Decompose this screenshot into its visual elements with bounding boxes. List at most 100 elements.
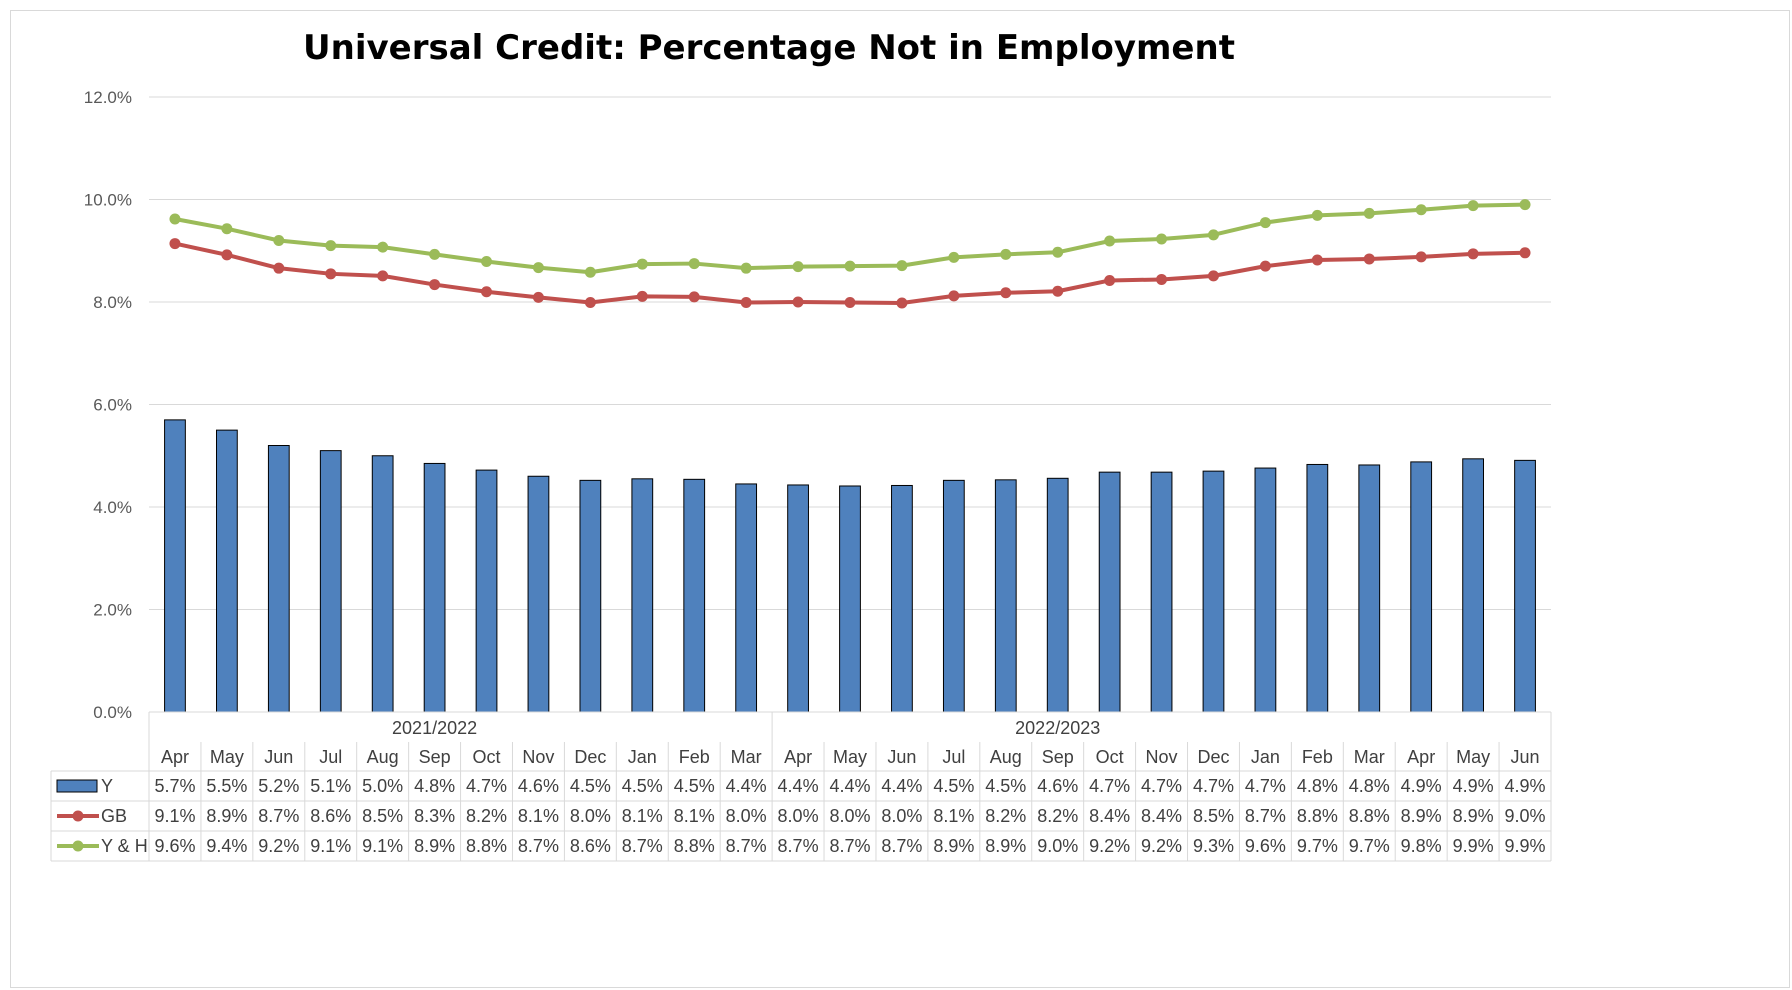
data-label: 5.7% <box>154 776 195 796</box>
x-tick-label: Dec <box>574 747 606 767</box>
data-label: 4.7% <box>1141 776 1182 796</box>
point-gb <box>636 290 648 302</box>
data-label: 4.5% <box>570 776 611 796</box>
bar-y <box>994 479 1017 713</box>
data-label: 8.8% <box>674 836 715 856</box>
data-label: 9.1% <box>362 836 403 856</box>
data-label: 8.7% <box>726 836 767 856</box>
data-label: 8.0% <box>829 806 870 826</box>
data-label: 4.8% <box>1349 776 1390 796</box>
data-label: 4.7% <box>1245 776 1286 796</box>
data-label: 8.4% <box>1089 806 1130 826</box>
bar-y <box>1046 477 1069 713</box>
data-label: 9.9% <box>1505 836 1546 856</box>
point-y-and-h <box>1363 207 1375 219</box>
bar-y <box>1254 467 1277 713</box>
bar-y <box>1358 464 1381 713</box>
data-label: 9.8% <box>1401 836 1442 856</box>
data-table: 2021/2022 2022/2023 Apr May Jun Jul Aug Sep Oct N… <box>50 711 1552 862</box>
data-label: 4.5% <box>674 776 715 796</box>
x-tick-label: Apr <box>1407 747 1435 767</box>
point-y-and-h <box>584 266 596 278</box>
data-label: 8.5% <box>1193 806 1234 826</box>
point-y-and-h <box>1156 233 1168 245</box>
data-label: 9.1% <box>310 836 351 856</box>
x-tick-label: Nov <box>1146 747 1178 767</box>
bar-y <box>267 445 290 713</box>
x-tick-label: Jul <box>319 747 342 767</box>
point-gb <box>844 297 856 309</box>
data-label: 4.4% <box>881 776 922 796</box>
data-label: 5.1% <box>310 776 351 796</box>
point-y-and-h <box>688 258 700 270</box>
x-tick-label: May <box>1456 747 1490 767</box>
data-label: 4.7% <box>1193 776 1234 796</box>
x-tick-label: Aug <box>367 747 399 767</box>
point-gb <box>429 279 441 291</box>
data-label: 4.5% <box>985 776 1026 796</box>
point-y-and-h <box>325 240 337 252</box>
x-tick-label: Jun <box>264 747 293 767</box>
chart-title: Universal Credit: Percentage Not in Empl… <box>303 28 1235 68</box>
data-label: 8.8% <box>1297 806 1338 826</box>
x-tick-label: Oct <box>1096 747 1124 767</box>
data-label: 4.4% <box>829 776 870 796</box>
data-label: 8.7% <box>518 836 559 856</box>
legend-key-y <box>56 779 98 793</box>
x-tick-label: Sep <box>419 747 451 767</box>
bar-series <box>164 419 1536 713</box>
point-gb <box>273 262 285 274</box>
point-gb <box>532 291 544 303</box>
data-label: 8.7% <box>829 836 870 856</box>
data-label: 8.2% <box>985 806 1026 826</box>
point-gb <box>1052 285 1064 297</box>
point-gb <box>325 268 337 280</box>
data-label: 9.3% <box>1193 836 1234 856</box>
point-y-and-h <box>1467 200 1479 212</box>
data-label: 8.1% <box>622 806 663 826</box>
data-label: 8.9% <box>1401 806 1442 826</box>
data-label: 8.0% <box>881 806 922 826</box>
data-label: 8.9% <box>933 836 974 856</box>
bar-y <box>891 484 913 713</box>
y-tick-label: 4.0% <box>93 498 132 517</box>
x-tick-label: Dec <box>1197 747 1229 767</box>
data-label: 8.1% <box>518 806 559 826</box>
data-label: 4.6% <box>518 776 559 796</box>
legend-label: Y & H <box>101 836 148 856</box>
bar-y <box>735 483 758 713</box>
data-label: 4.9% <box>1401 776 1442 796</box>
legend-key-gb <box>57 810 99 822</box>
x-tick-label: Mar <box>1354 747 1385 767</box>
data-label: 4.5% <box>622 776 663 796</box>
x-tick-label: Apr <box>161 747 189 767</box>
data-label: 8.7% <box>881 836 922 856</box>
x-tick-label: Jun <box>1511 747 1540 767</box>
point-gb <box>221 249 233 261</box>
point-gb <box>1104 274 1116 286</box>
y-tick-label: 6.0% <box>93 396 132 415</box>
data-label: 9.6% <box>1245 836 1286 856</box>
x-tick-label: May <box>833 747 867 767</box>
x-tick-label: Mar <box>731 747 762 767</box>
data-label: 8.1% <box>933 806 974 826</box>
bar-y <box>319 450 342 713</box>
data-label: 5.2% <box>258 776 299 796</box>
data-label: 8.5% <box>362 806 403 826</box>
y-axis-ticks: 0.0% 2.0% 4.0% 6.0% 8.0% 10.0% 12.0% <box>84 88 132 722</box>
point-gb <box>169 238 181 250</box>
data-label: 4.7% <box>1089 776 1130 796</box>
x-tick-label: Apr <box>784 747 812 767</box>
year-group-label: 2022/2023 <box>1015 718 1100 738</box>
x-tick-label: Jan <box>1251 747 1280 767</box>
data-label: 4.7% <box>466 776 507 796</box>
data-label: 4.8% <box>414 776 455 796</box>
point-gb <box>1311 254 1323 266</box>
x-tick-label: Nov <box>522 747 554 767</box>
point-gb <box>1467 248 1479 260</box>
data-label: 8.7% <box>622 836 663 856</box>
point-y-and-h <box>377 241 389 253</box>
point-y-and-h <box>1052 246 1064 258</box>
point-gb <box>377 270 389 282</box>
point-y-and-h <box>1104 235 1116 247</box>
